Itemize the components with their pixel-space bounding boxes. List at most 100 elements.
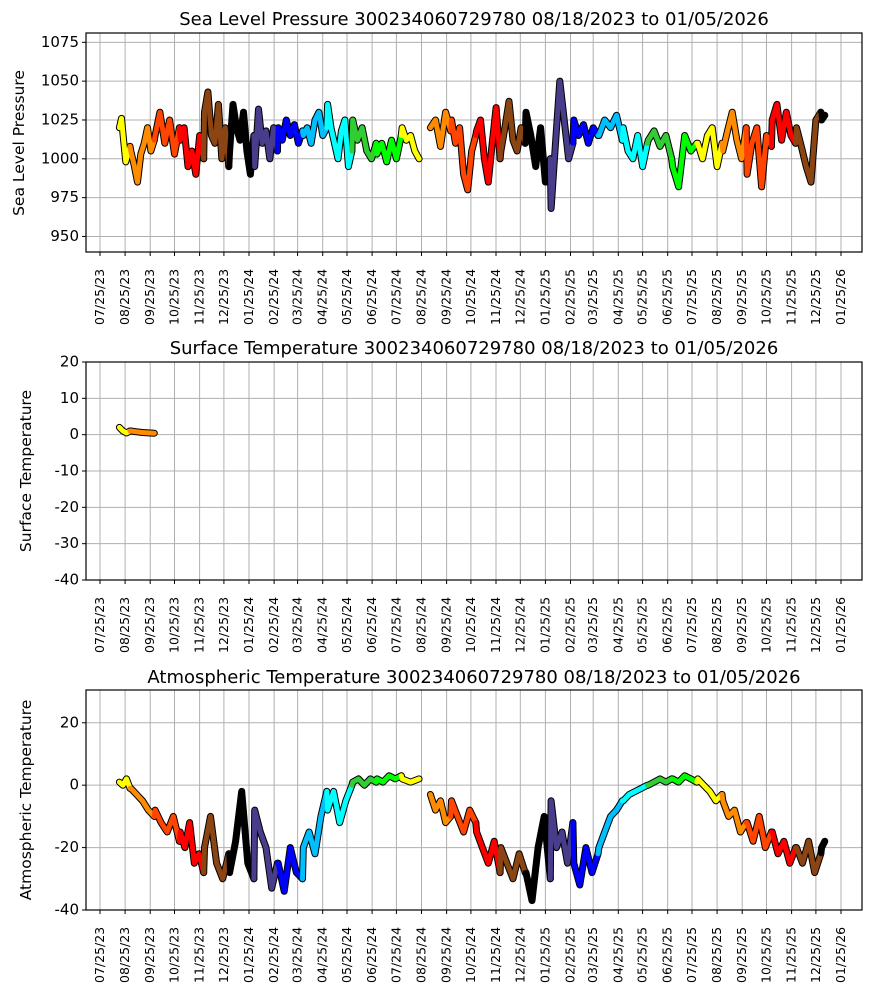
x-tick-label: 07/25/24 [388,269,403,325]
x-tick-label: 01/25/26 [833,269,848,325]
x-tick-label: 01/25/25 [537,269,552,325]
y-tick-label: -40 [55,571,80,589]
x-tick-label: 10/25/24 [463,269,478,325]
x-tick-label: 06/25/25 [660,927,675,983]
series-segment [743,125,774,190]
x-tick-label: 04/25/25 [610,269,625,325]
y-tick-label: 20 [60,353,79,371]
x-tick-label: 02/25/24 [266,597,281,653]
x-tick-label: 11/25/24 [488,927,503,983]
series-segment [644,128,675,162]
y-tick-label: -30 [55,534,80,552]
series-segment [324,101,355,170]
x-tick-label: 08/25/23 [117,597,132,653]
series-segment [151,807,182,844]
series-segment [473,105,503,185]
x-tick-label: 02/25/24 [266,269,281,325]
series-segment [793,109,824,185]
x-tick-label: 05/25/24 [339,927,354,983]
x-tick-label: 09/25/25 [734,269,749,325]
x-tick-label: 12/25/24 [512,597,527,653]
series-segment [251,807,280,891]
x-tick-label: 03/25/24 [290,269,305,325]
series-segment [274,117,305,154]
series-segment [669,133,700,190]
series-segment [793,838,824,876]
x-tick-label: 02/25/25 [563,269,578,325]
y-tick-label: -20 [55,838,80,856]
x-tick-label: 04/25/24 [315,597,330,653]
series-segment [473,820,503,876]
y-tick-label: 950 [50,227,79,245]
x-tick-label: 08/25/25 [709,597,724,653]
x-tick-label: 02/25/25 [563,927,578,983]
x-tick-label: 08/25/24 [414,597,429,653]
series-segment [427,792,454,826]
y-tick-label: -10 [55,462,80,480]
series-segment [570,117,601,146]
x-tick-label: 09/25/25 [734,597,749,653]
y-axis-label: Atmospheric Temperature [17,700,35,901]
series-segment [448,117,479,193]
x-tick-label: 04/25/25 [610,927,625,983]
x-tick-label: 11/25/25 [784,597,799,653]
x-tick-label: 08/25/23 [117,269,132,325]
x-tick-label: 10/25/24 [463,597,478,653]
series-segment [226,101,257,177]
x-tick-label: 11/25/23 [192,269,207,325]
series-segment [570,820,601,888]
x-tick-label: 10/25/23 [167,927,182,983]
y-axis-label: Surface Temperature [17,390,35,552]
x-tick-label: 11/25/25 [784,927,799,983]
x-tick-label: 11/25/23 [192,597,207,653]
x-tick-label: 03/25/25 [585,597,600,653]
x-tick-label: 11/25/25 [784,269,799,325]
x-tick-label: 12/25/25 [808,269,823,325]
series-segment [669,773,700,785]
y-tick-label: 1075 [41,33,79,51]
x-tick-label: 10/25/25 [758,927,773,983]
surface-temperature-plot: Surface Temperature 300234060729780 08/1… [17,338,863,653]
y-tick-label: 1000 [41,149,79,167]
series-segment [116,115,133,165]
atmospheric-temperature-plot: Atmospheric Temperature 300234060729780 … [17,667,863,983]
axes-frame [85,361,863,581]
x-tick-label: 07/25/25 [684,597,699,653]
series-segment [619,125,650,170]
series-segment [694,776,725,804]
x-tick-label: 05/25/24 [339,597,354,653]
x-tick-label: 04/25/24 [315,927,330,983]
series-segment [595,798,625,857]
y-axis-label: Sea Level Pressure [10,70,28,216]
x-tick-label: 12/25/23 [216,269,231,325]
x-tick-label: 10/25/23 [167,269,182,325]
x-tick-label: 07/25/25 [684,927,699,983]
series-segment [300,788,330,882]
x-tick-label: 01/25/24 [241,927,256,983]
chart-title: Atmospheric Temperature 300234060729780 … [147,667,800,688]
x-tick-label: 07/25/23 [92,269,107,325]
x-tick-label: 08/25/25 [709,269,724,325]
series-segment [300,109,330,146]
y-tick-label: 0 [69,425,79,443]
x-tick-label: 05/25/25 [635,927,650,983]
x-tick-label: 10/25/23 [167,597,182,653]
x-tick-label: 02/25/24 [266,927,281,983]
x-tick-label: 12/25/25 [808,927,823,983]
x-tick-label: 12/25/23 [216,597,231,653]
y-tick-label: -20 [55,498,80,516]
x-tick-label: 03/25/24 [290,927,305,983]
x-tick-label: 11/25/24 [488,269,503,325]
series-segment [127,785,157,819]
x-tick-label: 03/25/25 [585,269,600,325]
x-tick-label: 06/25/24 [364,597,379,653]
x-tick-label: 10/25/25 [758,597,773,653]
series-segment [373,133,404,165]
x-tick-label: 09/25/25 [734,927,749,983]
axes-frame [85,32,863,253]
series-segment [398,773,422,785]
x-tick-label: 04/25/24 [315,269,330,325]
x-tick-label: 04/25/25 [610,597,625,653]
x-tick-label: 05/25/24 [339,269,354,325]
chart-title: Surface Temperature 300234060729780 08/1… [170,338,779,359]
